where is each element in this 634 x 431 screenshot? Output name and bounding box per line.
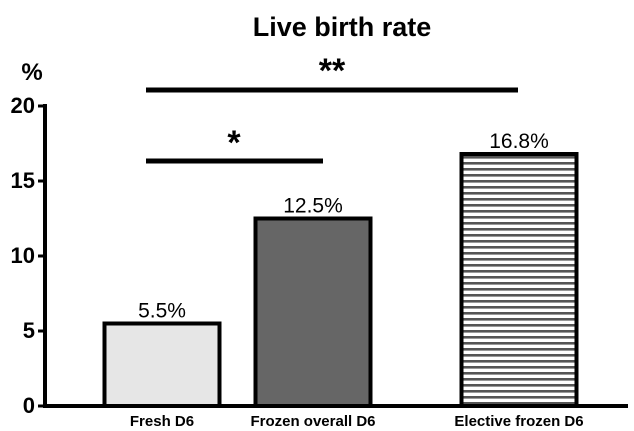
data-label: 16.8% (489, 130, 549, 153)
y-tick-label: 15 (11, 168, 35, 193)
y-tick-label: 5 (23, 318, 35, 343)
bars: 5.5% Fresh D6 12.5% Frozen overall D6 16.8% E… (102, 130, 584, 430)
y-axis-unit: % (21, 59, 42, 86)
x-tick-label: Fresh D6 (130, 413, 194, 430)
significance-marker: * (227, 124, 241, 162)
y-tick-label: 0 (23, 393, 35, 418)
significance-brackets: *** (146, 52, 518, 164)
y-tick-label: 10 (11, 243, 35, 268)
significance-marker: ** (319, 52, 346, 90)
y-tick-label: 20 (11, 93, 35, 118)
data-label: 5.5% (138, 300, 186, 323)
x-tick-label: Frozen overall D6 (250, 413, 375, 430)
bar (102, 321, 222, 408)
x-tick-label: Elective frozen D6 (454, 413, 583, 430)
bar (253, 216, 373, 408)
bar (459, 152, 579, 408)
chart-title: Live birth rate (253, 12, 432, 42)
data-label: 12.5% (283, 195, 343, 218)
